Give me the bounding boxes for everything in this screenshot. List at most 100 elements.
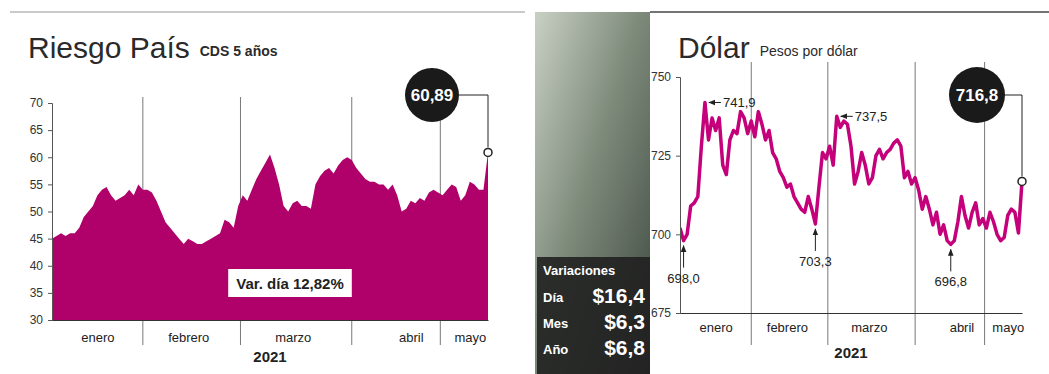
x-tick-label: febrero	[168, 330, 209, 345]
x-axis: enero febrero marzo abril mayo	[53, 320, 489, 345]
callout-point	[1018, 177, 1026, 185]
area	[52, 152, 488, 320]
x-tick: enero	[81, 320, 114, 345]
x-tick-label: abril	[399, 330, 424, 345]
panel-border	[650, 11, 1049, 13]
x-tick-label: marzo	[851, 320, 887, 335]
x-tick-label: mayo	[992, 320, 1024, 335]
annotation: 60,89	[405, 68, 492, 156]
callout-label: 60,89	[411, 86, 454, 105]
axis-line	[53, 320, 489, 321]
axis-line	[681, 313, 1023, 314]
y-tick-mark	[48, 157, 52, 158]
variations-title: Variaciones	[543, 263, 615, 278]
y-tick-mark	[48, 103, 52, 104]
title: Riesgo País	[28, 31, 190, 64]
x-axis-title: 2021	[253, 348, 286, 365]
y-tick-mark	[676, 156, 680, 157]
y-tick: 35	[30, 286, 52, 300]
y-tick-mark	[48, 293, 52, 294]
y-tick-mark	[676, 313, 680, 314]
x-tick: enero	[700, 313, 733, 335]
y-tick: 675	[651, 306, 680, 320]
x-tick-label: marzo	[275, 330, 311, 345]
annotation-label: 698,0	[667, 271, 700, 286]
x-tick: febrero	[168, 320, 209, 345]
line	[680, 102, 1022, 244]
y-tick-mark	[676, 77, 680, 78]
y-tick-mark	[676, 234, 680, 235]
annotation: 716,8	[949, 67, 1026, 185]
month-separator	[827, 62, 828, 345]
x-tick-label: febrero	[767, 320, 808, 335]
y-tick: 50	[30, 205, 52, 219]
x-tick: abril	[399, 320, 424, 345]
callout-leader	[459, 95, 488, 147]
x-tick-label: enero	[700, 320, 733, 335]
y-tick: 700	[651, 228, 680, 242]
note-box: Var. día 12,82%	[228, 269, 352, 297]
note-background	[228, 269, 352, 297]
y-tick: 55	[30, 178, 52, 192]
variation-value: $6,8	[604, 336, 645, 359]
x-tick-label: mayo	[454, 330, 486, 345]
x-axis-title: 2021	[834, 344, 867, 361]
variations-background	[537, 257, 650, 374]
y-tick: 750	[651, 70, 680, 84]
photo	[535, 12, 650, 374]
y-tick-label: 700	[651, 228, 671, 242]
y-tick: 40	[30, 259, 52, 273]
y-tick-label: 40	[30, 259, 44, 273]
y-tick: 30	[30, 313, 52, 327]
callout-leader	[1005, 95, 1022, 176]
y-tick-label: 70	[30, 96, 44, 110]
plot-marks	[52, 152, 488, 320]
x-axis: enero febrero marzo abril mayo	[681, 313, 1025, 335]
y-tick: 60	[30, 151, 52, 165]
x-tick: mayo	[992, 313, 1024, 335]
annotation: 698,0	[667, 246, 700, 286]
x-tick: abril	[950, 313, 975, 335]
chart: Riesgo País CDS 5 años 30 35 40 45 50 55 60 65 70 e…	[10, 12, 525, 365]
annotation: 737,5	[841, 109, 888, 124]
y-tick: 70	[30, 96, 52, 110]
plot-marks	[680, 102, 1022, 244]
y-tick: 65	[30, 123, 52, 137]
y-tick-label: 65	[30, 123, 44, 137]
annotation-arrow	[950, 249, 951, 271]
y-tick-mark	[48, 130, 52, 131]
y-tick-label: 55	[30, 178, 44, 192]
y-tick-label: 35	[30, 286, 44, 300]
x-tick: febrero	[767, 313, 808, 335]
callout-point	[484, 148, 492, 156]
chart: VariacionesDía$16,4Mes$6,3Año$6,8DólarPe…	[535, 12, 1049, 374]
y-tick-mark	[48, 320, 52, 321]
annotation: 703,3	[799, 229, 832, 269]
y-tick-label: 45	[30, 232, 44, 246]
y-tick-label: 675	[651, 306, 671, 320]
y-tick-label: 750	[651, 70, 671, 84]
annotation-arrow	[841, 116, 853, 117]
annotation-arrow	[709, 102, 721, 103]
variation-value: $6,3	[604, 310, 645, 333]
page: Riesgo País CDS 5 años 30 35 40 45 50 55 60 65 70 e…	[0, 0, 1049, 374]
subtitle: Pesos por dólar	[760, 43, 858, 59]
x-tick: marzo	[275, 320, 311, 345]
subtitle: CDS 5 años	[200, 43, 278, 59]
x-tick-label: enero	[81, 330, 114, 345]
annotation: 696,8	[934, 249, 967, 289]
annotation-label: 696,8	[934, 274, 967, 289]
y-tick-label: 30	[30, 313, 44, 327]
variation-label: Día	[543, 290, 564, 305]
annotation-arrow	[815, 229, 816, 251]
x-tick-label: abril	[950, 320, 975, 335]
axis-line	[48, 104, 53, 321]
annotation-label: 703,3	[799, 254, 832, 269]
annotation-arrow	[683, 246, 684, 268]
y-tick-label: 60	[30, 151, 44, 165]
title: Dólar	[678, 31, 750, 64]
y-tick-label: 50	[30, 205, 44, 219]
annotation: 741,9	[709, 95, 756, 110]
y-axis: 30 35 40 45 50 55 60 65 70	[30, 96, 53, 327]
note: Var. día 12,82%	[236, 275, 344, 292]
